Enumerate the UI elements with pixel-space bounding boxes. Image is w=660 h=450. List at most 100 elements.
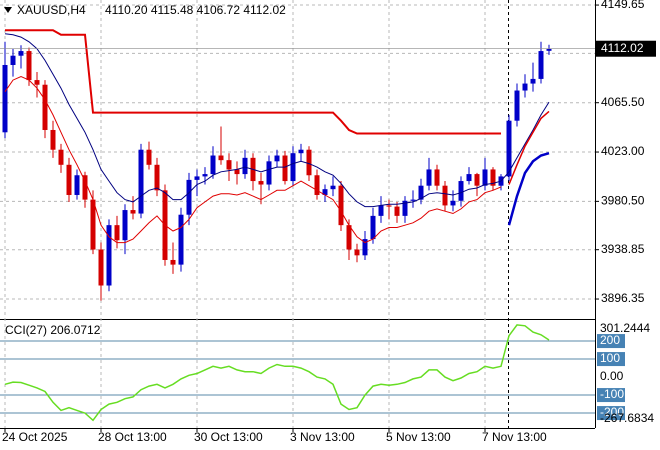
marks bbox=[0, 29, 595, 422]
candle-body bbox=[18, 51, 24, 56]
candle-body bbox=[154, 164, 160, 191]
x-tick-label: 7 Nov 13:00 bbox=[482, 430, 547, 444]
grid bbox=[0, 0, 595, 428]
candle-body bbox=[506, 120, 512, 177]
candle-body bbox=[138, 149, 144, 214]
candle-body bbox=[386, 205, 392, 207]
indicator-line bbox=[4, 76, 502, 244]
candle-body bbox=[34, 80, 40, 85]
cci-title: CCI(27) 206.0712 bbox=[5, 323, 101, 337]
candle-body bbox=[106, 225, 112, 286]
indicator-line bbox=[4, 324, 550, 422]
candle-body bbox=[546, 48, 552, 51]
candle-body bbox=[442, 185, 448, 206]
candle-body bbox=[130, 210, 136, 214]
y-tick-label: 3980.50 bbox=[601, 194, 645, 208]
candle-body bbox=[218, 155, 224, 161]
max-label: 301.2444 bbox=[600, 321, 650, 335]
candle-body bbox=[378, 205, 384, 216]
candle-body bbox=[98, 249, 104, 286]
candle-body bbox=[466, 174, 472, 182]
candle-body bbox=[458, 181, 464, 201]
level-box bbox=[597, 406, 625, 421]
current-price-box bbox=[596, 40, 656, 57]
candle-body bbox=[146, 149, 152, 165]
candle-body bbox=[314, 175, 320, 195]
candle-body bbox=[170, 259, 176, 265]
candle-body bbox=[226, 160, 232, 170]
candle-body bbox=[234, 169, 240, 175]
x-tick-label: 28 Oct 13:00 bbox=[98, 430, 167, 444]
candle-body bbox=[522, 83, 528, 91]
candle-body bbox=[242, 157, 248, 175]
candle-body bbox=[490, 169, 496, 186]
indicator-line bbox=[5, 29, 501, 135]
indicator-line bbox=[508, 110, 550, 185]
y-tick-label: 4149.65 bbox=[601, 0, 645, 11]
candle-body bbox=[306, 149, 312, 176]
candle-body bbox=[362, 239, 368, 256]
x-tick-label: 5 Nov 13:00 bbox=[386, 430, 451, 444]
candle-body bbox=[58, 149, 64, 165]
y-tick-label: -100 bbox=[600, 387, 624, 401]
candle-body bbox=[394, 206, 400, 216]
candle-body bbox=[530, 78, 536, 84]
menu-icon bbox=[4, 7, 12, 13]
level-box bbox=[597, 334, 625, 349]
candle-body bbox=[538, 51, 544, 79]
labels: 4149.654108.004065.504023.003980.503938.… bbox=[2, 0, 656, 444]
candle-body bbox=[410, 199, 416, 201]
candle-body bbox=[2, 64, 8, 133]
y-tick-label: 3938.85 bbox=[601, 242, 645, 256]
candle-body bbox=[258, 181, 264, 185]
candle-body bbox=[330, 185, 336, 190]
candle-body bbox=[74, 175, 80, 195]
candle-body bbox=[514, 90, 520, 121]
candle-body bbox=[402, 200, 408, 216]
candle-body bbox=[290, 153, 296, 182]
candle-body bbox=[482, 169, 488, 186]
min-label: -267.6834 bbox=[600, 411, 654, 425]
candle-body bbox=[474, 174, 480, 186]
candle-body bbox=[274, 155, 280, 162]
y-tick-label: -200 bbox=[600, 405, 624, 419]
candle-body bbox=[50, 129, 56, 150]
candle-body bbox=[82, 175, 88, 200]
current-price-label: 4112.02 bbox=[601, 41, 644, 55]
y-tick-label: 0.00 bbox=[600, 369, 624, 383]
x-tick-label: 24 Oct 2025 bbox=[2, 430, 68, 444]
candle-body bbox=[186, 179, 192, 215]
symbol-title: XAUUSD,H4 bbox=[17, 3, 86, 17]
x-tick-label: 30 Oct 13:00 bbox=[194, 430, 263, 444]
candle-body bbox=[10, 55, 16, 65]
indicator-line bbox=[4, 33, 550, 208]
candle-body bbox=[434, 169, 440, 186]
candle-body bbox=[210, 155, 216, 175]
candle-body bbox=[346, 225, 352, 250]
y-tick-label: 4065.50 bbox=[601, 95, 645, 109]
indicator-line bbox=[507, 151, 550, 226]
candle-body bbox=[338, 185, 344, 226]
candle-body bbox=[202, 174, 208, 177]
candle-body bbox=[90, 199, 96, 250]
level-box bbox=[597, 352, 625, 367]
ohlc-label: 4110.20 4115.48 4106.72 4112.02 bbox=[105, 3, 286, 17]
candle-body bbox=[114, 225, 120, 241]
candle-body bbox=[426, 169, 432, 186]
candle-body bbox=[322, 189, 328, 195]
candle-body bbox=[42, 84, 48, 130]
candle-body bbox=[298, 149, 304, 154]
candle-body bbox=[282, 155, 288, 182]
candle-body bbox=[178, 214, 184, 265]
candle-body bbox=[418, 185, 424, 200]
y-tick-label: 4023.00 bbox=[601, 144, 645, 158]
y-tick-label: 3896.35 bbox=[601, 291, 645, 305]
candle-body bbox=[66, 164, 72, 195]
candle-body bbox=[266, 161, 272, 185]
candle-body bbox=[194, 176, 200, 180]
level-box bbox=[597, 388, 625, 403]
candle-body bbox=[370, 215, 376, 240]
candle-body bbox=[26, 51, 32, 81]
